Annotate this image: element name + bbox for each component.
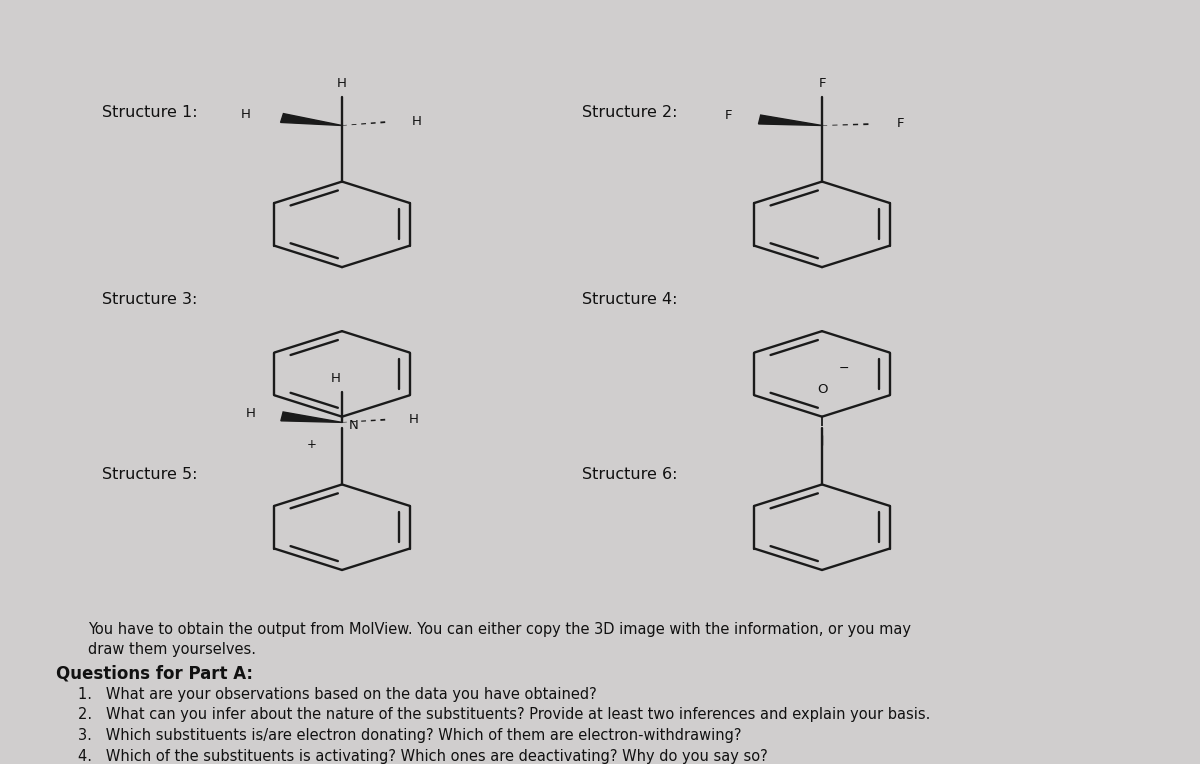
Text: 4.   Which of the substituents is activating? Which ones are deactivating? Why d: 4. Which of the substituents is activati… xyxy=(78,749,768,764)
Text: You have to obtain the output from MolView. You can either copy the 3D image wit: You have to obtain the output from MolVi… xyxy=(88,622,911,637)
Text: F: F xyxy=(818,77,826,90)
Text: H: H xyxy=(331,373,341,386)
Text: H: H xyxy=(246,407,256,420)
Text: N: N xyxy=(349,419,359,432)
Text: H: H xyxy=(409,413,419,426)
Text: F: F xyxy=(725,109,732,122)
Polygon shape xyxy=(281,114,342,125)
Text: +: + xyxy=(307,439,317,452)
Text: H: H xyxy=(412,115,421,128)
Text: O: O xyxy=(817,383,827,396)
Text: −: − xyxy=(839,362,848,375)
Text: Structure 4:: Structure 4: xyxy=(582,292,678,306)
Text: 3.   Which substituents is/are electron donating? Which of them are electron-wit: 3. Which substituents is/are electron do… xyxy=(78,728,742,743)
Text: draw them yourselves.: draw them yourselves. xyxy=(88,642,256,656)
Text: Questions for Part A:: Questions for Part A: xyxy=(56,664,253,682)
Text: Structure 2:: Structure 2: xyxy=(582,105,678,120)
Text: F: F xyxy=(896,118,904,131)
Text: H: H xyxy=(241,108,251,121)
Text: Structure 3:: Structure 3: xyxy=(102,292,197,306)
Text: H: H xyxy=(337,77,347,90)
Text: Structure 1:: Structure 1: xyxy=(102,105,198,120)
Polygon shape xyxy=(281,412,342,422)
Text: Structure 6:: Structure 6: xyxy=(582,468,678,482)
Text: Structure 5:: Structure 5: xyxy=(102,468,198,482)
Text: 1.   What are your observations based on the data you have obtained?: 1. What are your observations based on t… xyxy=(78,687,596,701)
Polygon shape xyxy=(758,115,822,125)
Text: 2.   What can you infer about the nature of the substituents? Provide at least t: 2. What can you infer about the nature o… xyxy=(78,707,930,723)
